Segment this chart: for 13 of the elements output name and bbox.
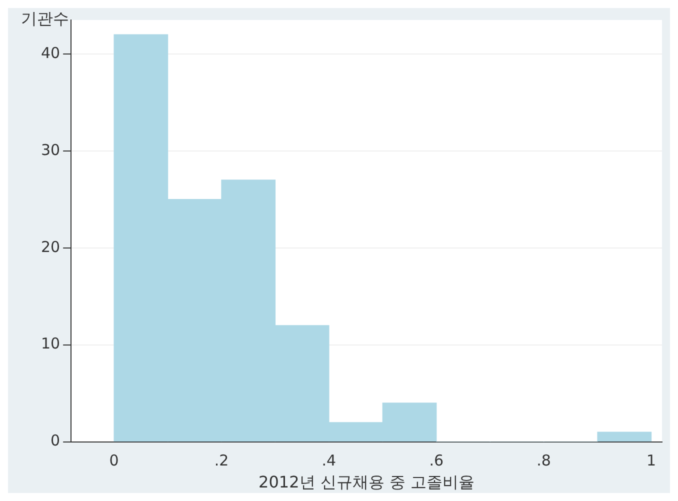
x-tick-label: 0 [109,452,119,470]
x-tick-label: .6 [429,452,444,470]
x-tick-label: .2 [214,452,229,470]
y-tick-label: 0 [50,432,60,450]
y-axis-title: 기관수 [21,9,70,28]
y-tick-label: 20 [40,238,60,256]
y-tick-label: 10 [40,334,60,353]
x-tick-label: .8 [536,452,551,470]
y-tick-label: 30 [40,140,60,159]
x-axis-title: 2012년 신규채용 중 고졸비율 [258,472,475,492]
x-tick-label: 1 [646,452,656,470]
x-tick-label: .4 [322,452,336,470]
y-tick-label: 40 [40,44,60,62]
